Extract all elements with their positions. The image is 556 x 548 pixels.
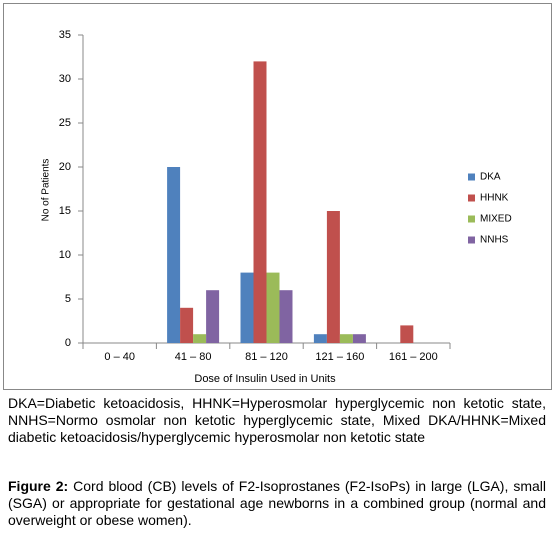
caption: Figure 2: Cord blood (CB) levels of F2-I… <box>8 478 546 529</box>
bar <box>253 61 267 344</box>
bar <box>326 211 340 343</box>
x-tick-label: 121 – 160 <box>315 351 364 363</box>
bar <box>313 334 327 343</box>
bar <box>167 167 181 343</box>
legend-label: HHNK <box>480 193 509 204</box>
legend-label: DKA <box>480 172 501 183</box>
legend-swatch <box>468 236 475 244</box>
bar <box>352 334 366 343</box>
bar <box>279 290 293 343</box>
x-axis-label: Dose of Insulin Used in Units <box>194 373 336 385</box>
legend-swatch <box>468 173 475 181</box>
note: DKA=Diabetic ketoacidosis, HHNK=Hyperosm… <box>8 395 546 445</box>
bar <box>266 272 280 343</box>
legend-label: MIXED <box>480 214 512 225</box>
y-axis-label: No of Patients <box>41 159 52 222</box>
bar <box>240 272 254 343</box>
bar <box>206 290 220 343</box>
y-tick-label: 25 <box>59 117 71 129</box>
y-tick-label: 5 <box>65 293 71 305</box>
caption-label: Figure 2: <box>8 478 69 494</box>
x-tick-label: 0 – 40 <box>104 351 135 363</box>
y-tick-label: 20 <box>59 161 71 173</box>
x-tick-label: 161 – 200 <box>389 351 438 363</box>
bar <box>180 307 194 343</box>
legend-swatch <box>468 215 475 223</box>
y-tick-label: 0 <box>65 337 71 349</box>
bar <box>339 334 353 343</box>
legend-swatch <box>468 194 475 202</box>
x-tick-label: 81 – 120 <box>245 351 288 363</box>
y-tick-label: 10 <box>59 249 71 261</box>
chart-frame <box>3 3 552 390</box>
y-tick-label: 30 <box>59 73 71 85</box>
y-tick-label: 35 <box>59 29 71 41</box>
chart: Dose of Insulin Used in Units No of Pati… <box>3 3 552 390</box>
caption-text: Cord blood (CB) levels of F2-Isoprostane… <box>8 478 546 528</box>
y-tick-label: 15 <box>59 205 71 217</box>
x-tick-label: 41 – 80 <box>175 351 212 363</box>
legend-label: NNHS <box>480 235 509 246</box>
bar <box>400 325 414 343</box>
bar <box>193 334 207 343</box>
